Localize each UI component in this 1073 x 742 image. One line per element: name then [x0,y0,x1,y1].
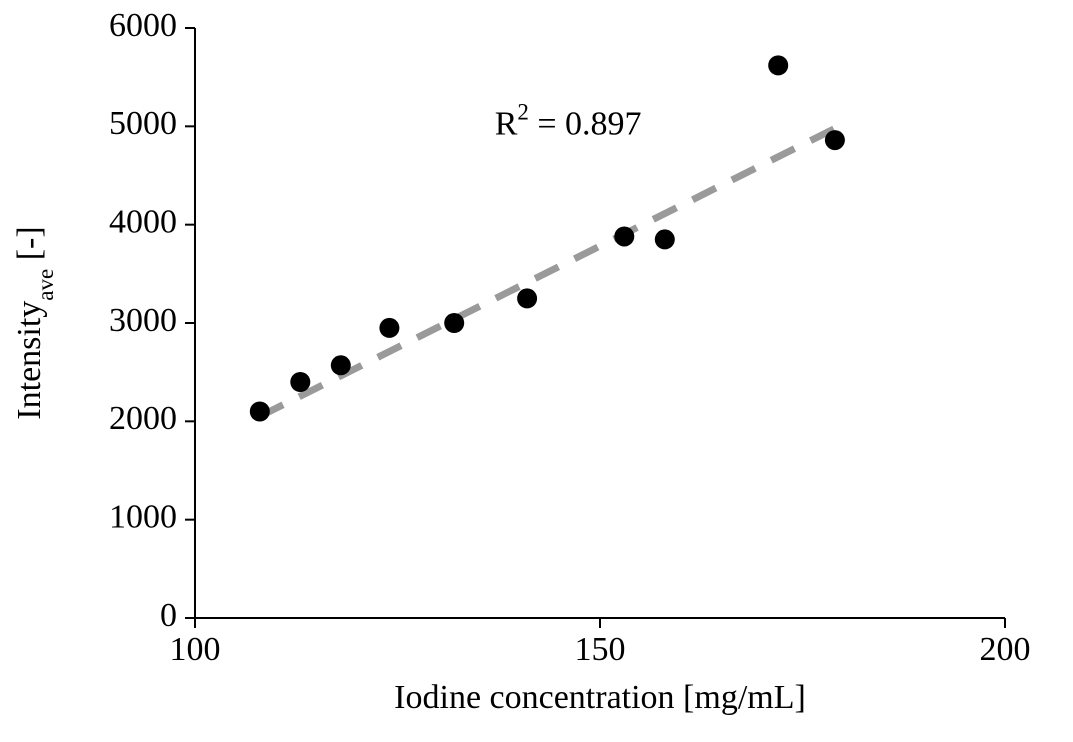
data-point [614,226,634,246]
x-tick-label: 100 [170,631,221,668]
x-tick-label: 150 [575,631,626,668]
y-tick-label: 0 [160,597,177,634]
y-tick-label: 6000 [109,7,177,44]
data-point [331,355,351,375]
x-tick-label: 200 [980,631,1031,668]
y-tick-label: 2000 [109,400,177,437]
y-tick-label: 1000 [109,498,177,535]
r-squared-label: R2 = 0.897 [495,99,642,142]
y-axis-label: Intensityave [-] [11,226,58,419]
scatter-chart: 0 1000 2000 3000 4000 5000 6000 100 150 200 Iodine… [0,0,1073,742]
y-tick-label: 4000 [109,203,177,240]
x-axis-label: Iodine concentration [mg/mL] [394,679,806,716]
data-point [444,313,464,333]
data-point [250,402,270,422]
data-point [655,229,675,249]
data-point [825,130,845,150]
y-tick-label: 5000 [109,105,177,142]
data-point [379,318,399,338]
chart-svg: 0 1000 2000 3000 4000 5000 6000 100 150 200 Iodine… [0,0,1073,742]
y-tick-label: 3000 [109,302,177,339]
data-point [517,288,537,308]
data-point [768,55,788,75]
data-point [290,372,310,392]
